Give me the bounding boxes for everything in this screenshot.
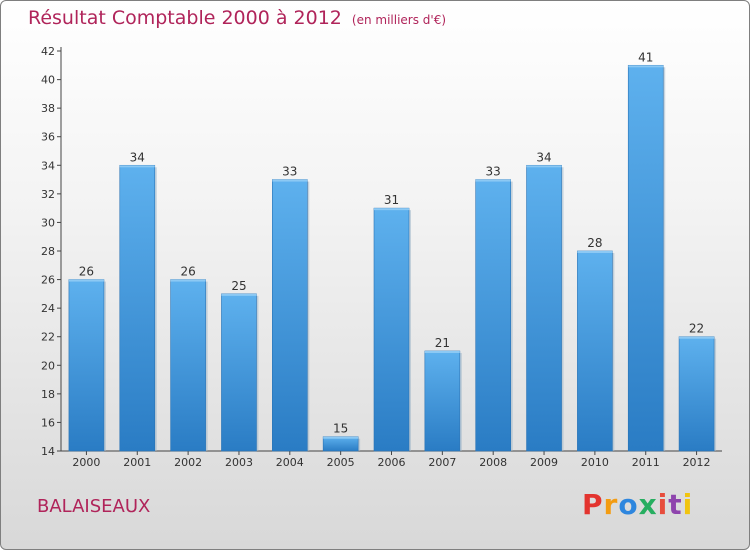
bar-layer: 26 34 26 25 33 15 31 21 33 34 28 41 22 <box>68 50 717 452</box>
brand-logo[interactable]: Proxiti <box>582 488 693 521</box>
bar-top <box>119 165 155 168</box>
bar-top <box>526 165 562 168</box>
data-label: 21 <box>435 336 450 350</box>
bar <box>373 207 410 452</box>
data-label: 41 <box>638 50 653 64</box>
bar <box>526 164 562 452</box>
bar <box>170 279 206 452</box>
y-tick-label: 16 <box>41 416 55 429</box>
x-tick-label: 2000 <box>72 456 100 469</box>
chart-title: Résultat Comptable 2000 à 2012 (en millie… <box>28 7 446 29</box>
x-tick-label: 2009 <box>530 456 558 469</box>
data-label: 33 <box>282 165 297 179</box>
chart-title-text: Résultat Comptable 2000 à 2012 <box>28 7 342 29</box>
bar-top <box>323 436 359 439</box>
y-tick-label: 38 <box>41 102 55 115</box>
x-tick-label: 2011 <box>632 456 660 469</box>
data-label: 26 <box>79 265 94 279</box>
x-tick-label: 2002 <box>174 456 202 469</box>
data-label: 31 <box>384 193 399 207</box>
y-tick-label: 42 <box>41 45 55 58</box>
x-tick-label: 2012 <box>683 456 711 469</box>
bar <box>322 436 359 452</box>
bar <box>475 179 511 452</box>
bar <box>221 293 257 452</box>
x-tick-label: 2001 <box>123 456 151 469</box>
data-label: 25 <box>231 279 246 293</box>
bar <box>577 250 613 452</box>
data-label: 26 <box>180 265 195 279</box>
bar-top <box>679 336 715 339</box>
bar <box>272 179 308 452</box>
y-tick-label: 30 <box>41 216 55 229</box>
x-tick-label: 2004 <box>276 456 304 469</box>
brand-letter: i <box>682 488 694 521</box>
bar-top <box>221 293 257 296</box>
data-label: 34 <box>130 150 145 164</box>
x-tick-label: 2010 <box>581 456 609 469</box>
bar-top <box>628 65 664 68</box>
brand-letter: r <box>603 488 619 521</box>
bar <box>627 64 664 452</box>
bar-top <box>170 279 206 282</box>
bar-top <box>374 208 409 211</box>
y-tick-label: 26 <box>41 274 55 287</box>
y-tick-label: 28 <box>41 245 55 258</box>
brand-letter: i <box>657 488 669 521</box>
x-tick-label: 2007 <box>428 456 456 469</box>
bar-top <box>577 251 613 253</box>
y-tick-label: 36 <box>41 131 55 144</box>
bar-top <box>272 179 308 182</box>
brand-letter: P <box>582 488 604 521</box>
bar <box>678 336 715 452</box>
x-tick-label: 2006 <box>378 456 406 469</box>
x-tick-label: 2003 <box>225 456 253 469</box>
y-tick-label: 18 <box>41 388 55 401</box>
y-tick-label: 32 <box>41 188 55 201</box>
data-label: 15 <box>333 422 348 436</box>
y-tick-label: 14 <box>41 445 55 458</box>
y-tick-label: 22 <box>41 331 55 344</box>
bar-top <box>424 351 460 353</box>
data-label: 28 <box>587 236 602 250</box>
y-tick-label: 20 <box>41 359 55 372</box>
x-tick-label: 2008 <box>479 456 507 469</box>
bar <box>119 164 156 452</box>
y-tick-label: 34 <box>41 159 55 172</box>
y-tick-label: 40 <box>41 74 55 87</box>
chart-subtitle: (en milliers d'€) <box>351 13 447 27</box>
data-label: 22 <box>689 322 704 336</box>
bar-top <box>475 179 511 182</box>
data-label: 34 <box>536 150 551 164</box>
x-tick-label: 2005 <box>327 456 355 469</box>
brand-letter: o <box>618 488 639 521</box>
y-tick-label: 24 <box>41 302 55 315</box>
bar-top <box>68 279 104 282</box>
city-name: BALAISEAUX <box>37 496 151 517</box>
data-label: 33 <box>486 165 501 179</box>
brand-letter: x <box>638 488 658 521</box>
brand-letter: t <box>668 488 683 521</box>
bar <box>68 279 105 452</box>
bar <box>424 350 461 452</box>
